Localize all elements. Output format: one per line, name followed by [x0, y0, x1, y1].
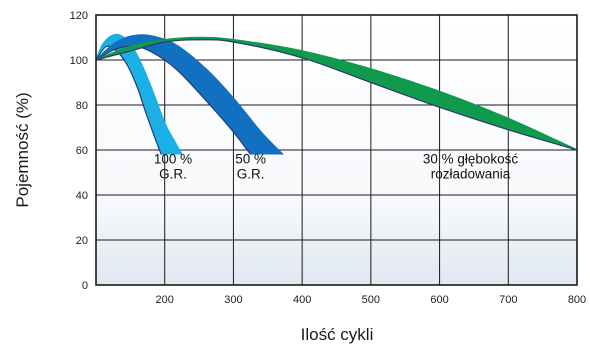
capacity-band-upper-line-2 [95, 34, 284, 156]
x-tick-label: 700 [499, 294, 517, 306]
annotation-line: G.R. [159, 167, 187, 182]
annotation-line: 30 % głębokość [423, 152, 519, 167]
annotation-line: G.R. [237, 167, 265, 182]
y-tick-label: 60 [76, 145, 88, 157]
x-tick-label: 400 [293, 294, 311, 306]
x-tick-label: 800 [568, 294, 586, 306]
y-tick-label: 0 [82, 280, 88, 292]
capacity-band-lower-line-1 [95, 45, 162, 155]
x-tick-labels: 200 300 400 500 600 700 800 [156, 294, 587, 306]
annotation-label: 50 %G.R. [235, 152, 266, 182]
annotation-line: 100 % [154, 152, 192, 167]
capacity-band-upper-line-1 [95, 33, 183, 155]
y-tick-label: 100 [70, 55, 88, 67]
x-tick-label: 200 [156, 294, 174, 306]
capacity-band-lower-line-3 [95, 39, 578, 151]
x-tick-label: 600 [430, 294, 448, 306]
y-tick-label: 120 [70, 10, 88, 22]
x-axis-label: Ilość cykli [301, 325, 374, 344]
y-tick-label: 20 [76, 235, 88, 247]
annotations: 100 %G.R.50 %G.R.30 % głębokośćrozładowa… [154, 152, 519, 182]
annotation-label: 100 %G.R. [154, 152, 192, 182]
plot-border [95, 14, 578, 286]
x-tick-label: 500 [362, 294, 380, 306]
y-tick-labels: 0 20 40 60 80 100 120 [70, 10, 88, 292]
capacity-bands [95, 33, 578, 156]
x-tick-label: 300 [224, 294, 242, 306]
y-tick-label: 80 [76, 100, 88, 112]
capacity-band-lower-line-2 [95, 45, 252, 155]
annotation-line: 50 % [235, 152, 266, 167]
capacity-band-1 [96, 34, 182, 155]
annotation-line: rozładowania [431, 167, 511, 182]
capacity-band-upper-line-3 [95, 36, 578, 151]
y-axis-label: Pojemność (%) [13, 92, 32, 207]
y-tick-label: 40 [76, 190, 88, 202]
capacity-band-2 [96, 35, 283, 155]
